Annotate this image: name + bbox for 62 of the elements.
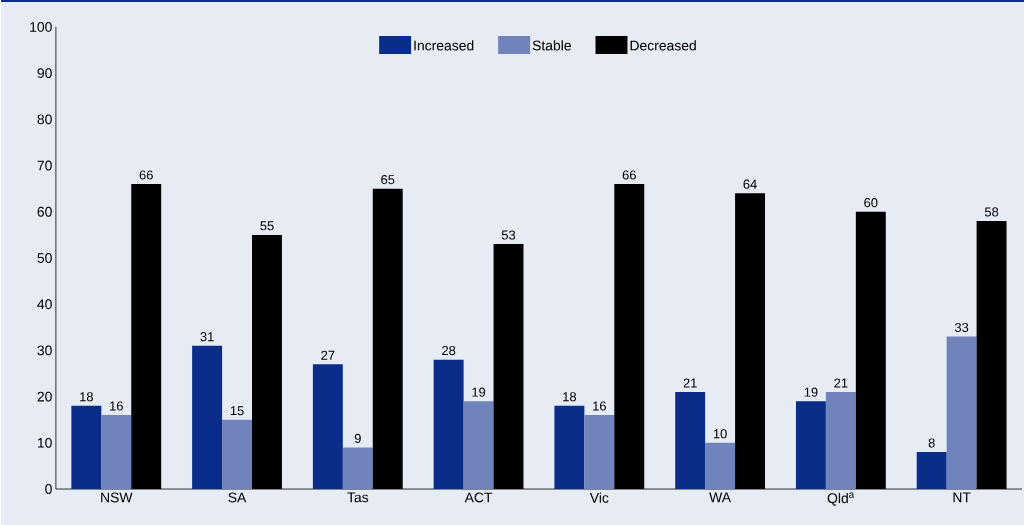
bar bbox=[192, 345, 223, 490]
data-label: 60 bbox=[864, 198, 878, 208]
data-label: 16 bbox=[110, 401, 123, 411]
data-label: 64 bbox=[743, 179, 757, 189]
bar bbox=[222, 419, 253, 490]
y-tick-label: 100 bbox=[30, 22, 52, 32]
bar bbox=[342, 447, 373, 490]
data-label: 27 bbox=[321, 350, 335, 360]
y-tick-label: 50 bbox=[37, 253, 52, 263]
y-tick-label: 40 bbox=[37, 299, 52, 310]
bar bbox=[584, 415, 615, 490]
data-label: 10 bbox=[713, 429, 727, 439]
x-tick-label: Tas bbox=[347, 492, 369, 503]
data-label: 15 bbox=[230, 406, 244, 416]
y-tick-label: 30 bbox=[37, 345, 52, 356]
bar bbox=[71, 405, 102, 490]
legend-label: Stable bbox=[532, 40, 571, 51]
legend-label: Decreased bbox=[630, 40, 696, 51]
data-label: 28 bbox=[442, 346, 456, 356]
bar bbox=[946, 336, 977, 490]
data-label: 53 bbox=[501, 230, 516, 240]
bar bbox=[554, 405, 585, 490]
legend-label: Increased bbox=[414, 40, 474, 51]
y-tick-label: 90 bbox=[37, 68, 52, 79]
data-label: 66 bbox=[139, 170, 153, 180]
y-tick-label: 20 bbox=[37, 391, 52, 402]
bar bbox=[825, 392, 856, 490]
data-label: 31 bbox=[200, 332, 214, 342]
bar bbox=[705, 442, 736, 490]
data-label: 8 bbox=[928, 438, 935, 448]
bar bbox=[463, 401, 494, 490]
x-tick-label: NSW bbox=[101, 492, 133, 503]
bar bbox=[101, 415, 132, 490]
data-label: 16 bbox=[593, 401, 606, 411]
bar bbox=[675, 392, 706, 490]
y-tick-label: 80 bbox=[37, 114, 52, 125]
y-tick-label: 60 bbox=[37, 206, 52, 217]
x-tick-label: Qld$^{a}$ bbox=[827, 492, 855, 506]
y-tick-label: 0 bbox=[45, 484, 52, 494]
data-label: 66 bbox=[622, 170, 636, 180]
x-tick-label: ACT bbox=[464, 492, 493, 503]
data-label: 9 bbox=[354, 433, 361, 443]
bar bbox=[312, 364, 343, 490]
data-label: 19 bbox=[804, 387, 818, 397]
data-label: 18 bbox=[563, 392, 577, 402]
x-tick-label: NT bbox=[953, 492, 971, 503]
bar bbox=[433, 359, 464, 490]
y-tick-label: 10 bbox=[37, 437, 52, 448]
data-label: 21 bbox=[683, 378, 697, 388]
x-tick-label: WA bbox=[709, 492, 732, 503]
data-label: 21 bbox=[834, 378, 848, 388]
x-tick-label: Vic bbox=[589, 492, 609, 503]
x-tick-label: SA bbox=[228, 492, 247, 503]
data-label: 65 bbox=[381, 175, 395, 185]
bar bbox=[916, 452, 947, 490]
data-label: 18 bbox=[80, 392, 93, 402]
data-label: 33 bbox=[954, 322, 969, 333]
data-label: 55 bbox=[260, 221, 274, 231]
bar bbox=[795, 401, 826, 490]
y-tick-label: 70 bbox=[37, 160, 52, 171]
data-label: 19 bbox=[472, 387, 486, 397]
data-label: 58 bbox=[984, 207, 999, 217]
